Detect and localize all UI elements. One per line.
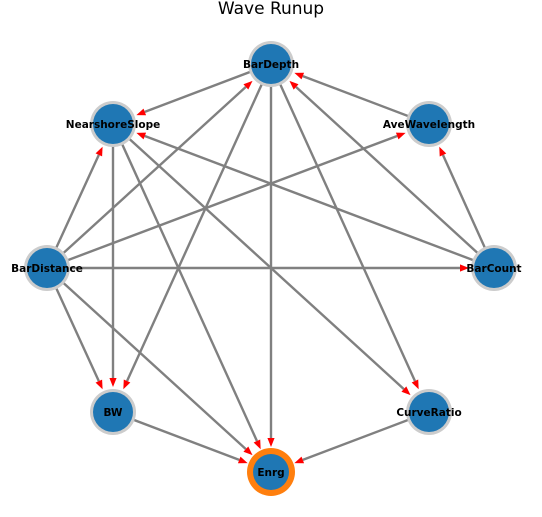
arrowhead-nearshore-slope-to-enrg — [253, 439, 261, 450]
arrowhead-bar-depth-to-nearshore-slope — [136, 108, 147, 116]
edge-bar-count-to-nearshore-slope — [144, 134, 495, 270]
arrowhead-bar-depth-to-bw — [123, 379, 131, 390]
arrowhead-bar-distance-to-nearshore-slope — [95, 146, 103, 157]
node-circle — [27, 248, 67, 288]
arrowhead-bar-count-to-nearshore-slope — [136, 132, 147, 140]
node-ave-wavelength: AveWavelength — [383, 101, 475, 147]
node-enrg: Enrg — [247, 448, 295, 496]
edge-nearshore-slope-to-curve-ratio — [112, 123, 405, 390]
nodes-layer: BarDepth AveWavelength BarCount CurveRatio E… — [11, 41, 522, 496]
edge-nearshore-slope-to-enrg — [111, 123, 259, 442]
node-bar-count: BarCount — [466, 245, 522, 291]
edge-bar-distance-to-bar-depth — [46, 86, 247, 269]
node-circle — [474, 248, 514, 288]
arrowhead-bar-distance-to-enrg — [243, 446, 253, 456]
node-label: CurveRatio — [396, 407, 461, 419]
node-bar-depth: BarDepth — [243, 41, 299, 87]
node-label: NearshoreSlope — [66, 119, 160, 131]
arrowhead-bar-distance-to-bar-count — [460, 264, 469, 272]
edge-bar-depth-to-curve-ratio — [269, 63, 417, 382]
node-bar-distance: BarDistance — [11, 245, 83, 291]
arrowhead-bar-count-to-ave-wavelength — [439, 146, 447, 157]
node-nearshore-slope: NearshoreSlope — [66, 101, 160, 147]
edge-bar-count-to-bar-depth — [295, 86, 495, 269]
edge-bar-distance-to-ave-wavelength — [46, 134, 398, 270]
node-circle — [251, 44, 291, 84]
node-label: BW — [103, 407, 122, 419]
node-circle — [253, 454, 289, 490]
edge-bar-depth-to-bw — [125, 63, 273, 382]
arrowhead-bar-depth-to-curve-ratio — [411, 379, 419, 390]
arrowhead-curve-ratio-to-enrg — [294, 456, 305, 464]
arrowhead-nearshore-slope-to-bw — [109, 378, 117, 387]
node-label: AveWavelength — [383, 119, 475, 131]
arrowhead-bw-to-enrg — [237, 456, 248, 464]
node-circle — [93, 104, 133, 144]
node-circle — [93, 392, 133, 432]
arrowhead-bar-distance-to-ave-wavelength — [395, 132, 406, 140]
arrowhead-bar-depth-to-enrg — [267, 438, 275, 447]
arrowhead-ave-wavelength-to-bar-depth — [294, 72, 305, 80]
edge-bar-distance-to-enrg — [46, 267, 247, 450]
node-curve-ratio: CurveRatio — [396, 389, 462, 435]
node-circle — [409, 392, 449, 432]
arrowhead-bar-distance-to-bar-depth — [243, 80, 253, 90]
node-label: BarCount — [466, 263, 521, 275]
arrowhead-nearshore-slope-to-curve-ratio — [401, 386, 411, 396]
node-label: BarDepth — [243, 59, 299, 71]
node-bw: BW — [90, 389, 136, 435]
diagram-title: Wave Runup — [218, 0, 324, 19]
edges-layer — [45, 62, 496, 464]
arrowhead-bar-distance-to-bw — [95, 379, 103, 390]
node-label: Enrg — [257, 467, 284, 479]
node-label: BarDistance — [11, 263, 83, 275]
arrowhead-bar-count-to-bar-depth — [289, 80, 299, 90]
node-circle — [409, 104, 449, 144]
